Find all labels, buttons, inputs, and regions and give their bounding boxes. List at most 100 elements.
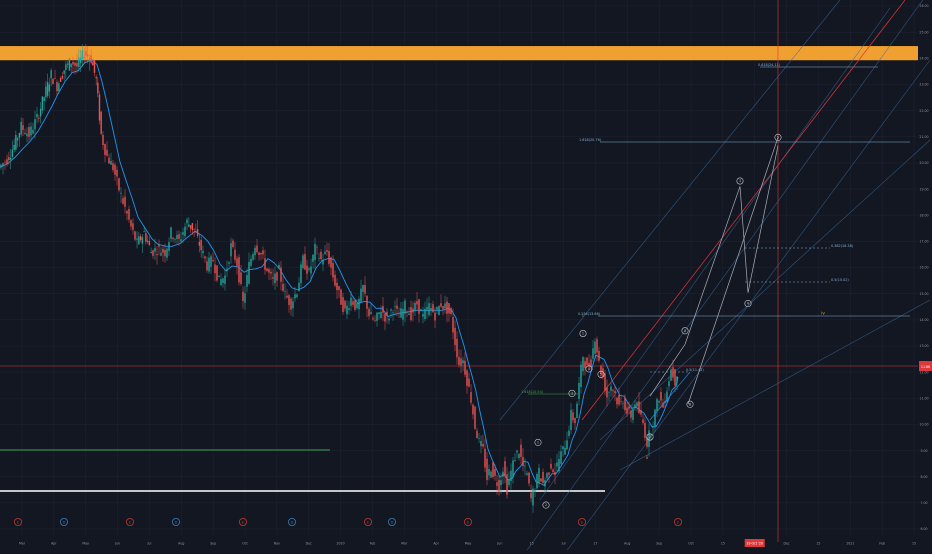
candle-body xyxy=(100,111,102,134)
event-marker-label: E xyxy=(367,520,369,524)
candle-body xyxy=(85,51,87,56)
event-marker[interactable] xyxy=(463,518,472,527)
candle-body xyxy=(290,298,292,310)
candle-body xyxy=(162,248,164,253)
fib-label: 0.5(11.42) xyxy=(686,368,704,372)
candle-body xyxy=(522,456,524,467)
event-marker-label: D xyxy=(391,520,394,524)
y-tick-label: 26.00 xyxy=(919,4,928,8)
event-marker[interactable] xyxy=(60,518,69,527)
candle-body xyxy=(195,230,197,233)
event-marker[interactable] xyxy=(287,518,296,527)
candle-body xyxy=(418,299,420,314)
candle-body xyxy=(576,403,578,419)
candle-body xyxy=(4,162,6,163)
candle-body xyxy=(472,404,474,415)
y-tick-label: 6.00 xyxy=(920,527,927,531)
candle-body xyxy=(532,488,534,506)
candle-body xyxy=(204,256,206,259)
candle-body xyxy=(63,70,65,74)
candle-body xyxy=(138,236,140,245)
candle-body xyxy=(310,266,312,274)
candle-body xyxy=(400,308,402,318)
candle-body xyxy=(636,402,638,406)
candle-body xyxy=(348,308,350,310)
candle-body xyxy=(356,303,358,309)
candle-body xyxy=(596,339,598,353)
candle-body xyxy=(246,275,248,287)
candle-body xyxy=(66,63,69,65)
candle-body xyxy=(622,403,624,405)
sub-wave-line xyxy=(649,371,691,421)
candle-body xyxy=(606,387,608,398)
candle-body xyxy=(556,462,558,467)
candle-body xyxy=(220,279,222,286)
candle-body xyxy=(28,127,30,137)
event-marker[interactable] xyxy=(238,518,247,527)
candle-body xyxy=(214,264,216,274)
event-marker[interactable] xyxy=(578,518,587,527)
x-tick-label: Jul xyxy=(146,542,151,546)
candle-body xyxy=(146,240,149,243)
candle-body xyxy=(116,169,118,177)
y-tick-label: 21.00 xyxy=(919,135,928,139)
y-tick-label: 14.00 xyxy=(919,318,928,322)
candle-body xyxy=(366,296,368,309)
event-marker[interactable] xyxy=(13,518,22,527)
candle-body xyxy=(560,451,562,464)
candle-body xyxy=(46,82,49,96)
candle-body xyxy=(300,264,302,284)
candle-body xyxy=(578,382,580,399)
candle-body xyxy=(354,300,356,310)
candle-body xyxy=(514,460,516,462)
candle-body xyxy=(490,471,492,478)
candle-body xyxy=(188,224,190,227)
candle-body xyxy=(398,316,400,318)
event-marker[interactable] xyxy=(171,518,180,527)
candle-body xyxy=(496,482,498,486)
candle-body xyxy=(402,308,404,320)
event-marker[interactable] xyxy=(674,518,683,527)
candle-body xyxy=(98,94,101,121)
candle-body xyxy=(342,297,344,313)
candle-body xyxy=(538,467,540,484)
candle-body xyxy=(59,78,62,82)
candle-body xyxy=(18,133,21,138)
candle-body xyxy=(128,208,130,220)
y-tick-label: 24.00 xyxy=(919,57,928,61)
event-marker[interactable] xyxy=(363,518,372,527)
candle-body xyxy=(254,247,256,256)
candle-body xyxy=(642,419,644,423)
candle-body xyxy=(304,254,306,270)
candle-body xyxy=(600,365,602,375)
event-marker[interactable] xyxy=(126,518,135,527)
candle-body xyxy=(406,311,408,313)
candle-body xyxy=(598,350,600,361)
y-tick-label: 20.00 xyxy=(919,161,928,165)
candle-body xyxy=(93,60,96,73)
candle-body xyxy=(484,448,486,468)
candle-body xyxy=(38,117,40,119)
candle-body xyxy=(580,364,582,387)
candle-body xyxy=(594,341,596,354)
candle-body xyxy=(548,472,550,475)
candle-body xyxy=(512,460,514,478)
event-marker[interactable] xyxy=(387,518,396,527)
candle-body xyxy=(148,241,151,246)
y-tick-label: 9.00 xyxy=(920,449,927,453)
candle-body xyxy=(210,256,212,267)
candle-body xyxy=(384,313,386,322)
wave-marker xyxy=(579,329,587,337)
candle-body xyxy=(20,121,22,135)
candle-body xyxy=(296,294,298,297)
candle-body xyxy=(222,278,224,283)
candle-body xyxy=(110,160,112,165)
candle-body xyxy=(72,61,74,65)
candle-body xyxy=(464,360,466,375)
candle-body xyxy=(502,471,504,477)
wave-label: 5 xyxy=(777,136,779,140)
candle-body xyxy=(232,240,234,247)
candle-body xyxy=(328,250,330,264)
